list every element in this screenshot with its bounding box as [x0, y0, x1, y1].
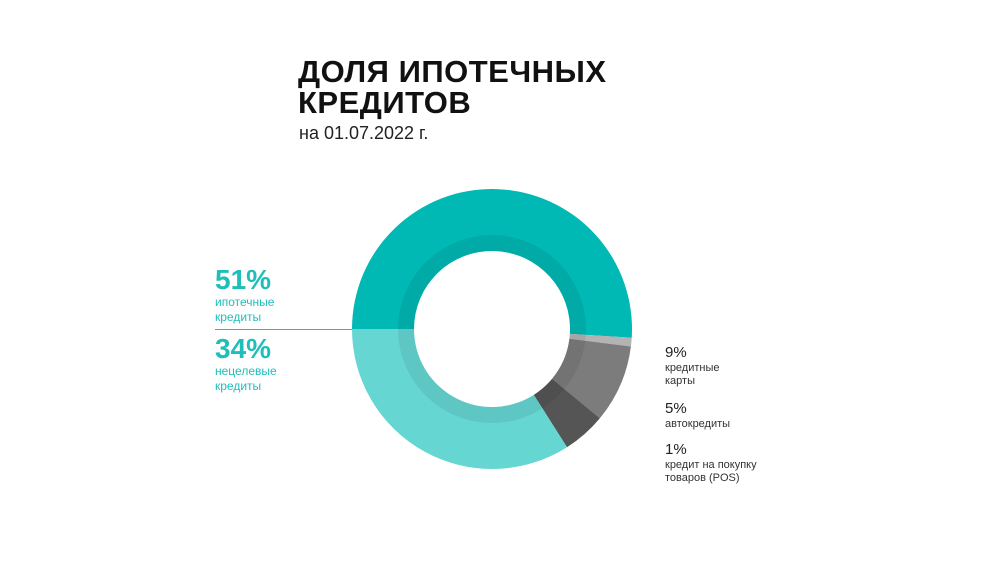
- label-pos-value: 1%: [665, 441, 687, 458]
- label-mortgage-line1: ипотечные: [215, 295, 275, 309]
- label-consumer-value: 34%: [215, 333, 272, 364]
- slice-inner-band-3: [533, 378, 565, 409]
- label-pos-line2: товаров (POS): [665, 472, 740, 484]
- label-auto: 5% автокредиты: [665, 400, 775, 431]
- slice-3: [533, 378, 600, 448]
- label-mortgage-line2: кредиты: [215, 310, 262, 324]
- slice-4: [352, 329, 568, 469]
- slice-2: [552, 338, 631, 419]
- chart-title: ДОЛЯ ИПОТЕЧНЫХ КРЕДИТОВ: [298, 54, 607, 120]
- label-pos-line1: кредит на покупку: [665, 459, 757, 471]
- label-consumer-line2: кредиты: [215, 379, 262, 393]
- slice-1: [569, 333, 632, 347]
- slice-0: [352, 188, 632, 338]
- separator-line: [215, 329, 352, 330]
- label-cards-value: 9%: [665, 344, 687, 361]
- label-cards-line2: карты: [665, 375, 695, 387]
- slice-inner-band-0: [398, 234, 587, 335]
- slice-inner-band-4: [398, 329, 543, 423]
- slice-inner-band-2: [552, 338, 586, 389]
- label-mortgage-value: 51%: [215, 264, 272, 295]
- label-consumer-line1: нецелевые: [215, 364, 277, 378]
- slice-inner-band-1: [569, 333, 586, 341]
- label-auto-value: 5%: [665, 400, 687, 417]
- label-cards: 9% кредитные карты: [665, 344, 775, 388]
- label-consumer: 34% нецелевые кредиты: [215, 334, 325, 394]
- label-pos: 1% кредит на покупку товаров (POS): [665, 441, 775, 485]
- label-auto-line1: автокредиты: [665, 418, 731, 430]
- label-mortgage: 51% ипотечные кредиты: [215, 265, 325, 325]
- label-cards-line1: кредитные: [665, 362, 720, 374]
- chart-subtitle: на 01.07.2022 г.: [299, 123, 429, 143]
